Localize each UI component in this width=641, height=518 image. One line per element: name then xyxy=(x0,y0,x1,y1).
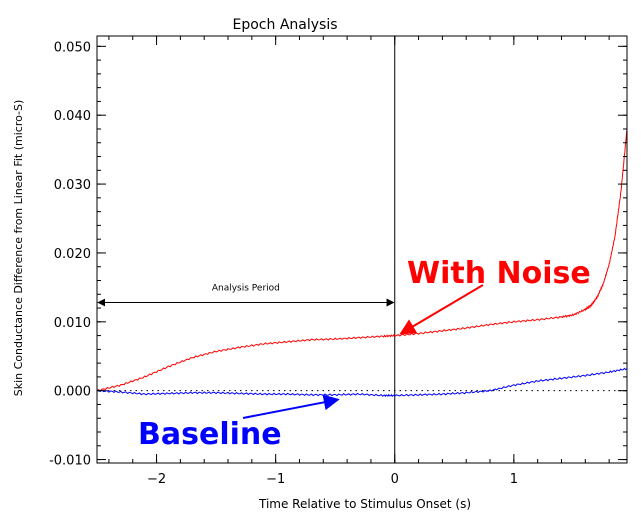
baseline-arrow xyxy=(242,394,340,419)
y-axis-label: Skin Conductance Difference from Linear … xyxy=(12,100,25,397)
series-line-baseline xyxy=(96,367,628,398)
plot-frame xyxy=(96,35,628,464)
chart-title: Epoch Analysis xyxy=(233,17,338,33)
axes-layer: -0.010 0.000 0.010 0.020 0.030 0.040 0.050 −2 −1… xyxy=(49,35,628,487)
with-noise-label: With Noise xyxy=(407,256,591,291)
baseline-label: Baseline xyxy=(138,417,282,452)
x-tick-label: −1 xyxy=(266,472,285,487)
y-tick-label: 0.030 xyxy=(54,178,91,193)
reference-lines xyxy=(97,36,627,463)
y-tick-label: 0.040 xyxy=(54,109,91,124)
y-tick-label: 0.020 xyxy=(54,247,91,262)
x-axis-label: Time Relative to Stimulus Onset (s) xyxy=(258,497,471,511)
x-tick-label: 0 xyxy=(391,472,399,487)
x-tick-label: 1 xyxy=(510,472,518,487)
y-tick-label: -0.010 xyxy=(49,454,91,469)
series-layer xyxy=(96,128,628,398)
x-tick-label: −2 xyxy=(147,472,166,487)
y-tick-label: 0.000 xyxy=(54,385,91,400)
annotations-layer: Analysis Period With Noise Baseline xyxy=(97,256,591,452)
series-line-with-noise xyxy=(96,128,628,392)
y-tick-label: 0.010 xyxy=(54,316,91,331)
with-noise-arrow xyxy=(399,284,484,335)
analysis-period-label: Analysis Period xyxy=(212,284,280,294)
y-tick-label: 0.050 xyxy=(54,40,91,55)
